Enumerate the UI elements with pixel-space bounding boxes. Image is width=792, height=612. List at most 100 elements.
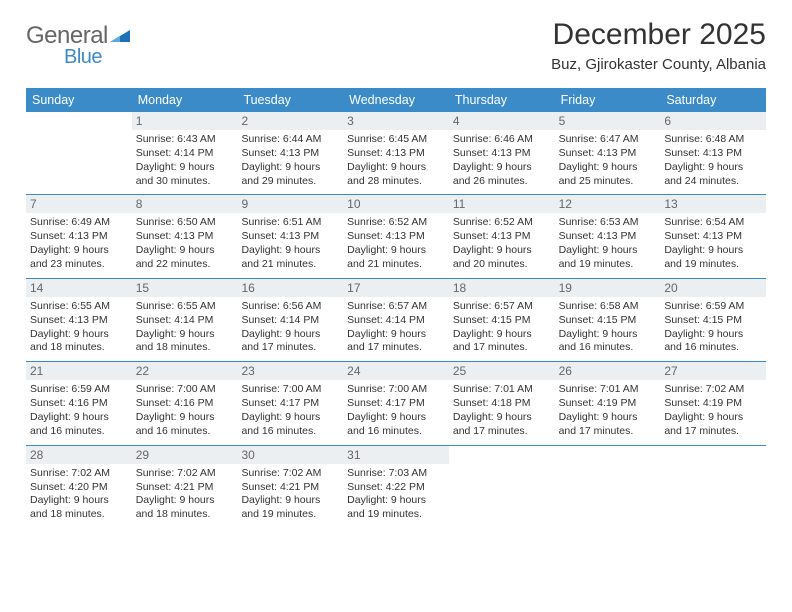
weekday-header: Sunday xyxy=(26,88,132,112)
day-number: 20 xyxy=(660,279,766,297)
day-info: Sunrise: 7:02 AMSunset: 4:19 PMDaylight:… xyxy=(664,383,762,438)
day-info: Sunrise: 7:02 AMSunset: 4:21 PMDaylight:… xyxy=(241,467,339,522)
calendar-day-cell: 8 Sunrise: 6:50 AMSunset: 4:13 PMDaylight… xyxy=(132,195,238,277)
day-number: 16 xyxy=(237,279,343,297)
calendar-day-cell xyxy=(449,446,555,528)
day-number: 21 xyxy=(26,362,132,380)
calendar-day-cell xyxy=(555,446,661,528)
calendar-week-row: 7 Sunrise: 6:49 AMSunset: 4:13 PMDaylight… xyxy=(26,195,766,278)
calendar-day-cell: 27 Sunrise: 7:02 AMSunset: 4:19 PMDayligh… xyxy=(660,362,766,444)
weekday-header: Friday xyxy=(555,88,661,112)
day-number: 11 xyxy=(449,195,555,213)
calendar-week-row: 21 Sunrise: 6:59 AMSunset: 4:16 PMDayligh… xyxy=(26,362,766,445)
calendar-day-cell: 23Sunrise: 7:00 AMSunset: 4:17 PMDayligh… xyxy=(237,362,343,444)
calendar-day-cell: 12 Sunrise: 6:53 AMSunset: 4:13 PMDayligh… xyxy=(555,195,661,277)
calendar-day-cell: 13 Sunrise: 6:54 AMSunset: 4:13 PMDayligh… xyxy=(660,195,766,277)
calendar-day-cell: 25 Sunrise: 7:01 AMSunset: 4:18 PMDayligh… xyxy=(449,362,555,444)
day-number: 22 xyxy=(132,362,238,380)
calendar-day-cell: 26 Sunrise: 7:01 AMSunset: 4:19 PMDayligh… xyxy=(555,362,661,444)
day-info: Sunrise: 7:00 AMSunset: 4:17 PMDaylight:… xyxy=(241,383,339,438)
calendar-day-cell: 7 Sunrise: 6:49 AMSunset: 4:13 PMDaylight… xyxy=(26,195,132,277)
day-info: Sunrise: 6:56 AMSunset: 4:14 PMDaylight:… xyxy=(241,300,339,355)
location-subtitle: Buz, Gjirokaster County, Albania xyxy=(551,56,766,73)
calendar-day-cell: 31 Sunrise: 7:03 AMSunset: 4:22 PMDayligh… xyxy=(343,446,449,528)
day-number: 29 xyxy=(132,446,238,464)
calendar-day-cell: 18 Sunrise: 6:57 AMSunset: 4:15 PMDayligh… xyxy=(449,279,555,361)
day-number: 19 xyxy=(555,279,661,297)
calendar-day-cell: 11 Sunrise: 6:52 AMSunset: 4:13 PMDayligh… xyxy=(449,195,555,277)
calendar-day-cell: 4 Sunrise: 6:46 AMSunset: 4:13 PMDaylight… xyxy=(449,112,555,194)
calendar-day-cell: 17 Sunrise: 6:57 AMSunset: 4:14 PMDayligh… xyxy=(343,279,449,361)
day-info: Sunrise: 6:43 AMSunset: 4:14 PMDaylight:… xyxy=(136,133,234,188)
day-info: Sunrise: 6:49 AMSunset: 4:13 PMDaylight:… xyxy=(30,216,128,271)
day-info: Sunrise: 7:01 AMSunset: 4:18 PMDaylight:… xyxy=(453,383,551,438)
day-number: 4 xyxy=(449,112,555,130)
weekday-header: Wednesday xyxy=(343,88,449,112)
calendar-day-cell: 9 Sunrise: 6:51 AMSunset: 4:13 PMDaylight… xyxy=(237,195,343,277)
day-info: Sunrise: 7:02 AMSunset: 4:20 PMDaylight:… xyxy=(30,467,128,522)
calendar-table: Sunday Monday Tuesday Wednesday Thursday… xyxy=(26,88,766,528)
day-info: Sunrise: 6:55 AMSunset: 4:14 PMDaylight:… xyxy=(136,300,234,355)
day-number: 8 xyxy=(132,195,238,213)
day-number: 31 xyxy=(343,446,449,464)
day-info: Sunrise: 6:47 AMSunset: 4:13 PMDaylight:… xyxy=(559,133,657,188)
day-number: 28 xyxy=(26,446,132,464)
calendar-day-cell: 20Sunrise: 6:59 AMSunset: 4:15 PMDayligh… xyxy=(660,279,766,361)
day-number: 1 xyxy=(132,112,238,130)
calendar-day-cell: 5 Sunrise: 6:47 AMSunset: 4:13 PMDaylight… xyxy=(555,112,661,194)
weekday-header: Thursday xyxy=(449,88,555,112)
day-info: Sunrise: 6:55 AMSunset: 4:13 PMDaylight:… xyxy=(30,300,128,355)
calendar-day-cell: 1 Sunrise: 6:43 AMSunset: 4:14 PMDaylight… xyxy=(132,112,238,194)
calendar-day-cell: 14 Sunrise: 6:55 AMSunset: 4:13 PMDayligh… xyxy=(26,279,132,361)
day-number: 5 xyxy=(555,112,661,130)
logo-text-blue: Blue xyxy=(64,46,102,69)
day-info: Sunrise: 6:46 AMSunset: 4:13 PMDaylight:… xyxy=(453,133,551,188)
day-info: Sunrise: 6:51 AMSunset: 4:13 PMDaylight:… xyxy=(241,216,339,271)
weekday-header-row: Sunday Monday Tuesday Wednesday Thursday… xyxy=(26,88,766,112)
day-number: 10 xyxy=(343,195,449,213)
day-info: Sunrise: 6:59 AMSunset: 4:16 PMDaylight:… xyxy=(30,383,128,438)
day-info: Sunrise: 6:53 AMSunset: 4:13 PMDaylight:… xyxy=(559,216,657,271)
weekday-header: Tuesday xyxy=(237,88,343,112)
day-info: Sunrise: 6:50 AMSunset: 4:13 PMDaylight:… xyxy=(136,216,234,271)
calendar-day-cell: 24Sunrise: 7:00 AMSunset: 4:17 PMDayligh… xyxy=(343,362,449,444)
day-number: 3 xyxy=(343,112,449,130)
day-number: 6 xyxy=(660,112,766,130)
day-number: 13 xyxy=(660,195,766,213)
calendar-day-cell: 6Sunrise: 6:48 AMSunset: 4:13 PMDaylight… xyxy=(660,112,766,194)
day-info: Sunrise: 6:57 AMSunset: 4:14 PMDaylight:… xyxy=(347,300,445,355)
day-number: 14 xyxy=(26,279,132,297)
weekday-header: Saturday xyxy=(660,88,766,112)
day-info: Sunrise: 6:45 AMSunset: 4:13 PMDaylight:… xyxy=(347,133,445,188)
day-number: 18 xyxy=(449,279,555,297)
day-info: Sunrise: 6:52 AMSunset: 4:13 PMDaylight:… xyxy=(453,216,551,271)
day-number: 17 xyxy=(343,279,449,297)
page-title: December 2025 xyxy=(551,18,766,52)
title-block: December 2025 Buz, Gjirokaster County, A… xyxy=(551,18,766,73)
calendar-day-cell: 29 Sunrise: 7:02 AMSunset: 4:21 PMDayligh… xyxy=(132,446,238,528)
calendar-day-cell: 21 Sunrise: 6:59 AMSunset: 4:16 PMDayligh… xyxy=(26,362,132,444)
day-info: Sunrise: 6:57 AMSunset: 4:15 PMDaylight:… xyxy=(453,300,551,355)
day-info: Sunrise: 7:03 AMSunset: 4:22 PMDaylight:… xyxy=(347,467,445,522)
calendar-day-cell: 22Sunrise: 7:00 AMSunset: 4:16 PMDayligh… xyxy=(132,362,238,444)
calendar-day-cell: 10Sunrise: 6:52 AMSunset: 4:13 PMDayligh… xyxy=(343,195,449,277)
day-number: 7 xyxy=(26,195,132,213)
day-info: Sunrise: 6:44 AMSunset: 4:13 PMDaylight:… xyxy=(241,133,339,188)
day-number: 27 xyxy=(660,362,766,380)
weekday-header: Monday xyxy=(132,88,238,112)
day-number: 26 xyxy=(555,362,661,380)
day-number: 2 xyxy=(237,112,343,130)
day-info: Sunrise: 7:01 AMSunset: 4:19 PMDaylight:… xyxy=(559,383,657,438)
day-number: 12 xyxy=(555,195,661,213)
calendar-day-cell xyxy=(26,112,132,194)
day-info: Sunrise: 6:54 AMSunset: 4:13 PMDaylight:… xyxy=(664,216,762,271)
calendar-day-cell: 30Sunrise: 7:02 AMSunset: 4:21 PMDayligh… xyxy=(237,446,343,528)
day-info: Sunrise: 7:02 AMSunset: 4:21 PMDaylight:… xyxy=(136,467,234,522)
logo: General Blue xyxy=(26,22,132,50)
calendar-week-row: 14 Sunrise: 6:55 AMSunset: 4:13 PMDayligh… xyxy=(26,279,766,362)
day-number: 25 xyxy=(449,362,555,380)
day-number: 15 xyxy=(132,279,238,297)
calendar-day-cell: 15 Sunrise: 6:55 AMSunset: 4:14 PMDayligh… xyxy=(132,279,238,361)
day-number: 9 xyxy=(237,195,343,213)
day-info: Sunrise: 6:58 AMSunset: 4:15 PMDaylight:… xyxy=(559,300,657,355)
